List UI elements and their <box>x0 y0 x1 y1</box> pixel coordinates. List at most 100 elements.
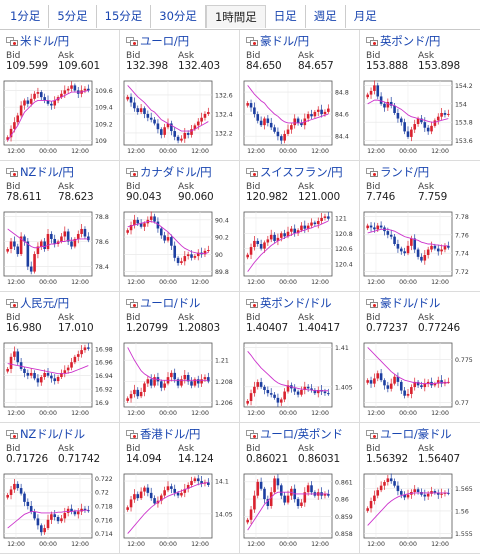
candle <box>323 388 327 396</box>
candle <box>423 489 427 501</box>
x-tick-label: 00:00 <box>159 148 177 155</box>
pair-link[interactable]: 英ポンド/ドル <box>246 296 332 310</box>
y-tick-label: 0.718 <box>95 504 113 511</box>
tab-0[interactable]: 1分足 <box>2 5 50 28</box>
tab-6[interactable]: 週足 <box>306 5 346 28</box>
moving-average-line <box>7 89 89 141</box>
price-chart[interactable]: 132.6 132.4 132.2 12:00 00:00 12:00 <box>123 79 236 157</box>
flag-icon <box>126 429 138 439</box>
price-chart[interactable]: 0.722 0.72 0.718 0.716 0.714 12:00 00:00 12:00 <box>3 472 116 550</box>
price-chart[interactable]: 14.1 14.05 12:00 00:00 12:00 <box>123 472 236 550</box>
price-chart[interactable]: 90.4 90.2 90 89.8 12:00 00:00 12:00 <box>123 210 236 288</box>
candle <box>253 235 256 251</box>
x-tick-label: 12:00 <box>127 410 145 417</box>
candle <box>447 488 450 496</box>
y-tick-label: 7.72 <box>455 269 469 276</box>
pair-link[interactable]: NZドル/円 <box>6 165 74 179</box>
price-chart[interactable]: 121 120.8 120.6 120.4 12:00 00:00 12:00 <box>243 210 356 288</box>
price-chart[interactable]: 84.8 84.6 84.4 12:00 00:00 12:00 <box>243 79 356 157</box>
candle <box>76 350 80 362</box>
tab-4[interactable]: 1時間足 <box>205 5 266 28</box>
pair-link[interactable]: カナダドル/円 <box>126 165 212 179</box>
candle <box>273 124 276 134</box>
candle <box>249 505 253 525</box>
candle <box>440 488 443 499</box>
candle <box>136 387 140 399</box>
candle <box>383 378 386 390</box>
tab-7[interactable]: 月足 <box>353 9 377 23</box>
tab-1[interactable]: 5分足 <box>49 5 97 28</box>
candle <box>203 248 207 258</box>
candle <box>13 236 16 250</box>
pair-link[interactable]: ユーロ/ドル <box>126 296 200 310</box>
candle <box>163 123 166 138</box>
y-tick-label: 0.72 <box>95 490 109 497</box>
x-tick-label: 12:00 <box>247 541 265 548</box>
price-chart[interactable]: 1.41 1.405 12:00 00:00 12:00 <box>243 341 356 419</box>
price-chart[interactable]: 16.98 16.96 16.94 16.92 16.9 12:00 00:00 12:00 <box>3 341 116 419</box>
pair-link[interactable]: ランド/円 <box>366 165 429 179</box>
rate-panel: 香港ドル/円 Bid Ask 14.094 14.124 14.1 14.05 12:00 00… <box>120 423 240 554</box>
price-chart[interactable]: 0.775 0.77 12:00 00:00 12:00 <box>363 341 476 419</box>
rate-panel: 英ポンド/円 Bid Ask 153.888 153.898 154.2 154 153.8 1… <box>360 30 480 161</box>
ask-label: Ask <box>418 182 435 192</box>
candle <box>6 247 9 254</box>
candle <box>383 480 386 490</box>
candle <box>46 514 50 530</box>
price-chart[interactable]: 109.6 109.4 109.2 109 12:00 00:00 12:00 <box>3 79 116 157</box>
candle <box>406 489 410 500</box>
y-tick-label: 0.714 <box>95 531 113 538</box>
y-tick-label: 154.2 <box>455 83 473 90</box>
price-chart[interactable]: 0.861 0.86 0.859 0.858 12:00 00:00 12:00 <box>243 472 356 550</box>
candle <box>373 373 376 388</box>
ask-value: 84.657 <box>298 60 334 72</box>
pair-link[interactable]: ユーロ/円 <box>126 34 189 48</box>
tab-5[interactable]: 日足 <box>266 5 306 28</box>
candle <box>87 505 90 513</box>
flag-icon <box>6 429 18 439</box>
flag-icon <box>6 167 18 177</box>
candle <box>279 397 283 407</box>
pair-link[interactable]: NZドル/ドル <box>6 427 85 441</box>
candle <box>33 91 36 101</box>
x-tick-label: 12:00 <box>191 541 209 548</box>
y-tick-label: 1.56 <box>455 508 469 515</box>
candle <box>279 134 283 145</box>
candle <box>136 491 140 501</box>
pair-label: 豪ドル/ドル <box>380 296 441 310</box>
candle <box>316 217 320 229</box>
candle <box>70 357 73 371</box>
price-chart[interactable]: 154.2 154 153.8 153.6 12:00 00:00 12:00 <box>363 79 476 157</box>
price-chart[interactable]: 7.78 7.76 7.74 7.72 12:00 00:00 12:00 <box>363 210 476 288</box>
pair-link[interactable]: 香港ドル/円 <box>126 427 200 441</box>
candle <box>153 495 156 506</box>
tab-2[interactable]: 15分足 <box>97 5 152 28</box>
candle <box>6 493 9 500</box>
x-tick-label: 12:00 <box>7 148 25 155</box>
candle <box>416 487 420 495</box>
pair-link[interactable]: 豪ドル/ドル <box>366 296 440 310</box>
bid-value: 1.20799 <box>126 322 169 334</box>
candle <box>196 375 200 388</box>
pair-link[interactable]: 豪ドル/円 <box>246 34 309 48</box>
pair-link[interactable]: ユーロ/英ポンド <box>246 427 343 441</box>
pair-link[interactable]: 英ポンド/円 <box>366 34 440 48</box>
price-chart[interactable]: 1.21 1.208 1.206 12:00 00:00 12:00 <box>123 341 236 419</box>
candle <box>60 369 63 379</box>
candle <box>170 483 173 494</box>
tab-3[interactable]: 30分足 <box>151 5 206 28</box>
candle <box>50 372 53 383</box>
pair-link[interactable]: ユーロ/豪ドル <box>366 427 452 441</box>
candle <box>193 476 197 483</box>
candle <box>430 121 433 135</box>
pair-link[interactable]: スイスフラン/円 <box>246 165 343 179</box>
candle <box>33 370 36 381</box>
price-chart[interactable]: 1.565 1.56 1.555 12:00 00:00 12:00 <box>363 472 476 550</box>
candle <box>423 250 427 265</box>
y-tick-label: 84.6 <box>335 112 349 119</box>
pair-link[interactable]: 人民元/円 <box>6 296 69 310</box>
pair-link[interactable]: 米ドル/円 <box>6 34 69 48</box>
candle <box>29 93 33 107</box>
price-chart[interactable]: 78.8 78.6 78.4 12:00 00:00 12:00 <box>3 210 116 288</box>
candle <box>9 353 13 374</box>
